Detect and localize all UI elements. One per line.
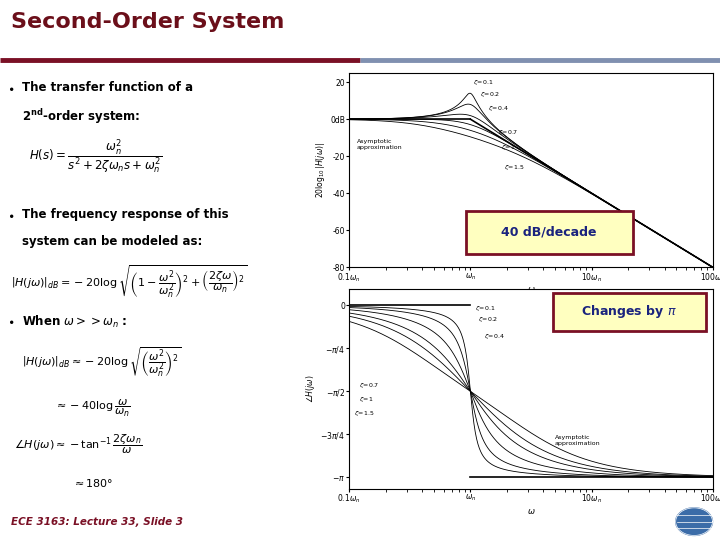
Text: $\zeta\!=\!0.7$: $\zeta\!=\!0.7$ (498, 128, 518, 137)
Text: 40 dB/decade: 40 dB/decade (501, 226, 597, 239)
Y-axis label: $\angle H(j\omega)$: $\angle H(j\omega)$ (305, 375, 318, 403)
Text: $\zeta\!=\!0.2$: $\zeta\!=\!0.2$ (478, 315, 498, 323)
Text: $\bullet$: $\bullet$ (7, 80, 14, 94)
FancyBboxPatch shape (466, 211, 633, 254)
Circle shape (675, 508, 713, 536)
Text: system can be modeled as:: system can be modeled as: (22, 235, 202, 248)
Text: $H(s)=\dfrac{\omega_n^2}{s^2+2\zeta\omega_n s+\omega_n^2}$: $H(s)=\dfrac{\omega_n^2}{s^2+2\zeta\omeg… (29, 138, 162, 177)
Text: $\zeta\!=\!1.5$: $\zeta\!=\!1.5$ (354, 409, 374, 418)
Text: $\zeta\!=\!0.1$: $\zeta\!=\!0.1$ (475, 303, 496, 313)
Text: ECE 3163: Lecture 33, Slide 3: ECE 3163: Lecture 33, Slide 3 (11, 517, 183, 527)
Text: The frequency response of this: The frequency response of this (22, 208, 228, 221)
Text: $\zeta\!=\!0.2$: $\zeta\!=\!0.2$ (480, 90, 500, 99)
Text: 2$^{\bf nd}$-order system:: 2$^{\bf nd}$-order system: (22, 107, 140, 126)
Text: $\left|H(j\omega)\right|_{dB}\approx-20\log\sqrt{\left(\dfrac{\omega^2}{\omega_n: $\left|H(j\omega)\right|_{dB}\approx-20\… (22, 345, 181, 379)
Text: $\bullet$: $\bullet$ (7, 208, 14, 221)
Text: Asymptotic
approximation: Asymptotic approximation (356, 139, 402, 150)
Text: $\zeta\!=\!0.7$: $\zeta\!=\!0.7$ (359, 381, 379, 390)
Text: $\approx-40\log\dfrac{\omega}{\omega_n}$: $\approx-40\log\dfrac{\omega}{\omega_n}$ (54, 397, 131, 419)
X-axis label: $\omega$: $\omega$ (526, 285, 536, 294)
Text: Second-Order System: Second-Order System (11, 11, 284, 31)
Text: $\bullet$: $\bullet$ (7, 314, 14, 327)
Text: $\angle H(j\omega)\approx-\tan^{-1}\dfrac{2\zeta\omega_n}{\omega}$: $\angle H(j\omega)\approx-\tan^{-1}\dfra… (14, 433, 143, 456)
Text: $\zeta\!=\!1$: $\zeta\!=\!1$ (359, 395, 373, 404)
Y-axis label: $20\log_{10}|H(j\omega)|$: $20\log_{10}|H(j\omega)|$ (315, 142, 328, 198)
Text: The transfer function of a: The transfer function of a (22, 80, 193, 94)
Text: $\zeta\!=\!0.4$: $\zeta\!=\!0.4$ (485, 332, 505, 341)
Text: $\left|H(j\omega)\right|_{dB}=-20\log\sqrt{\left(1-\dfrac{\omega^2}{\omega_n^2}\: $\left|H(j\omega)\right|_{dB}=-20\log\sq… (11, 264, 247, 300)
Text: $\zeta\!=\!0.1$: $\zeta\!=\!0.1$ (473, 78, 493, 87)
Text: $\zeta\!=\!1.5$: $\zeta\!=\!1.5$ (504, 163, 525, 172)
FancyBboxPatch shape (553, 293, 706, 331)
Text: $\approx 180°$: $\approx 180°$ (72, 477, 113, 489)
Text: When $\omega>>\omega_n$ :: When $\omega>>\omega_n$ : (22, 314, 127, 330)
Text: Asymptotic
approximation: Asymptotic approximation (555, 435, 600, 446)
Text: Changes by $\pi$: Changes by $\pi$ (581, 303, 677, 320)
Text: $\zeta\!=\!0.4$: $\zeta\!=\!0.4$ (488, 104, 509, 113)
Text: $\zeta\!=\!1$: $\zeta\!=\!1$ (501, 143, 516, 152)
X-axis label: $\omega$: $\omega$ (526, 507, 536, 516)
